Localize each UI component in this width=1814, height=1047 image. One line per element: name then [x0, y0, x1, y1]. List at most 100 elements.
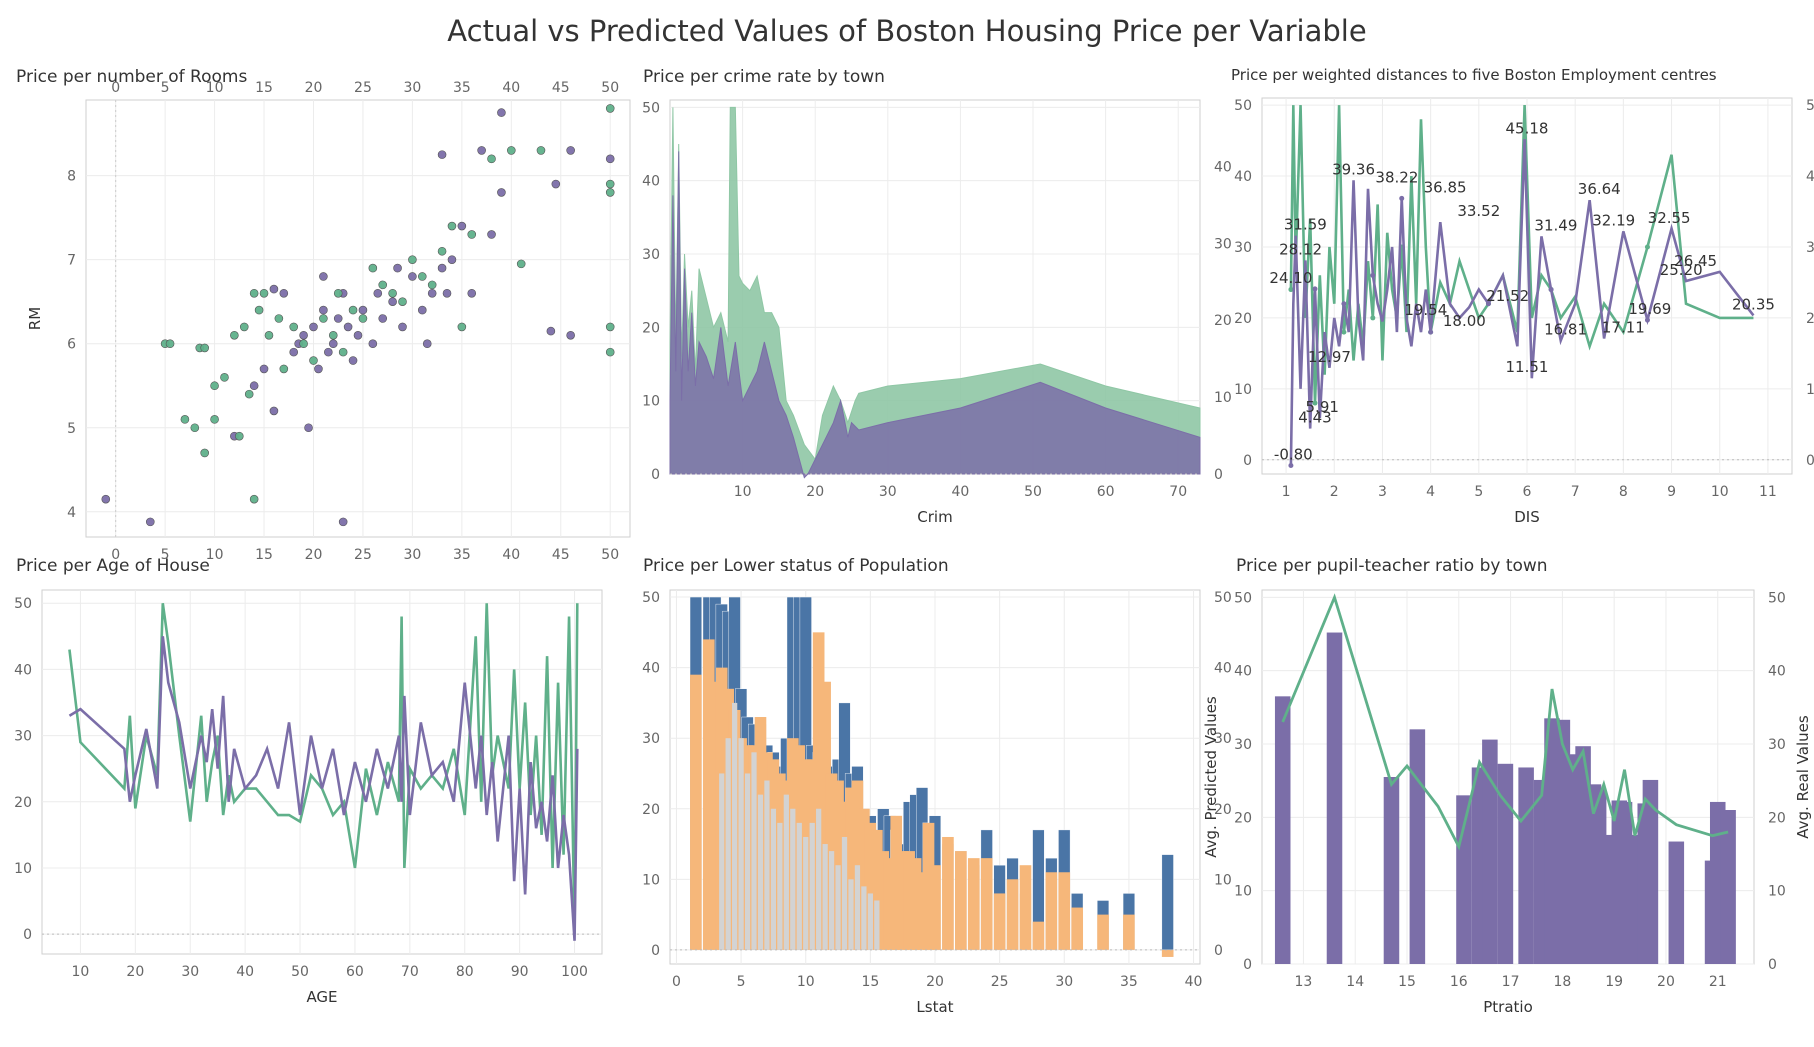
bar-s2: [809, 822, 815, 950]
y-tick-label: 40: [14, 662, 32, 678]
bar-s1: [922, 822, 935, 950]
scatter-point-s1: [348, 305, 358, 315]
bar-s1: [819, 681, 831, 950]
scatter-point-s1: [487, 154, 496, 164]
bar-s1: [812, 632, 825, 950]
scatter-point-s1: [507, 146, 516, 155]
scatter-point-s0: [353, 331, 363, 340]
x-tick-label: 30: [403, 547, 421, 563]
scatter-point-s1: [289, 322, 299, 332]
scatter-point-s0: [314, 364, 323, 374]
bar-s2: [757, 794, 764, 950]
line-point-s1: [1341, 301, 1347, 307]
scatter-point-s0: [398, 322, 407, 332]
x-tick-label: 50: [291, 964, 309, 980]
data-label: -0.80: [1274, 445, 1313, 463]
scatter-point-s1: [437, 246, 447, 256]
line-point-s1: [1370, 272, 1376, 278]
scatter-point-s0: [269, 406, 279, 416]
y-tick-label: 50: [642, 100, 660, 116]
bar-s2: [777, 822, 783, 950]
bar-s1: [1058, 872, 1071, 950]
scatter-point-s0: [338, 517, 348, 527]
y-right-tick-label: 20: [1214, 802, 1232, 818]
bar-s1: [896, 851, 909, 950]
data-label: 4.43: [1298, 408, 1331, 426]
scatter-point-s0: [497, 108, 506, 117]
bar-s1: [1071, 907, 1084, 950]
x-tick-label: 3: [1378, 484, 1387, 500]
y-tick-label: 10: [14, 861, 32, 877]
scatter-point-s0: [259, 364, 269, 374]
x-tick-label: 40: [502, 547, 520, 563]
x-tick-label: 5: [1474, 484, 1483, 500]
x-top-tick-label: 45: [552, 80, 570, 96]
scatter-point-s0: [101, 494, 111, 504]
x-tick-label: 14: [1346, 974, 1364, 990]
y-tick-label: 20: [642, 320, 660, 336]
bar-s2: [816, 808, 822, 950]
bar-predicted: [1497, 763, 1514, 964]
bar-predicted: [1383, 777, 1400, 964]
y-tick-label: 5: [67, 421, 76, 437]
scatter-point-s0: [388, 297, 397, 306]
scatter-point-s0: [437, 150, 447, 159]
scatter-point-s0: [408, 272, 417, 281]
data-label: 36.64: [1578, 180, 1621, 198]
scatter-point-s1: [254, 305, 264, 315]
x-tick-label: 25: [354, 547, 372, 563]
bar-s1: [967, 858, 980, 950]
bar-s2: [744, 773, 751, 950]
y-right-tick-label: 20: [1214, 313, 1232, 329]
x-tick-label: 2: [1330, 484, 1339, 500]
y-tick-label: 40: [642, 174, 660, 190]
x-axis-label: AGE: [306, 988, 337, 1006]
age-chart-title: Price per Age of House: [16, 556, 210, 576]
scatter-point-s0: [289, 347, 299, 357]
scatter-point-s0: [368, 339, 378, 349]
y-tick-label: 30: [642, 731, 660, 747]
bar-s1: [993, 893, 1006, 950]
scatter-point-s1: [279, 364, 289, 374]
scatter-point-s1: [200, 343, 209, 353]
y-right-tick-label: 0: [1768, 957, 1777, 973]
x-tick-label: 90: [511, 964, 529, 980]
x-top-tick-label: 30: [403, 80, 421, 96]
y-tick-label: 20: [642, 802, 660, 818]
y-tick-label: 10: [1234, 884, 1252, 900]
scatter-point-s1: [210, 381, 219, 391]
data-label: 16.81: [1544, 321, 1587, 339]
plot-frame-3: [41, 589, 603, 955]
bar-s2: [719, 773, 725, 950]
y-tick-label: 0: [651, 467, 660, 483]
scatter-point-s1: [249, 288, 259, 298]
scatter-point-s1: [378, 280, 388, 290]
data-label: 11.51: [1506, 358, 1549, 376]
x-tick-label: 25: [991, 974, 1009, 990]
bar-s2: [783, 794, 789, 950]
data-label: 19.54: [1404, 301, 1447, 319]
scatter-point-s1: [516, 259, 526, 269]
x-tick-label: 50: [601, 547, 619, 563]
scatter-point-s0: [437, 263, 447, 273]
data-label: 19.69: [1628, 300, 1671, 318]
scatter-point-s0: [145, 517, 155, 527]
y-tick-label: 0: [651, 943, 660, 959]
y-right-tick-label: 40: [1768, 664, 1786, 680]
bar-predicted: [1518, 767, 1534, 964]
y-tick-label: 30: [1234, 240, 1252, 256]
x-tick-label: 11: [1759, 484, 1777, 500]
x-tick-label: 8: [1619, 484, 1628, 500]
scatter-point-s0: [309, 322, 318, 332]
data-label: 12.97: [1308, 348, 1351, 366]
x-tick-label: 15: [255, 547, 273, 563]
y-right-tick-label: 40: [1214, 159, 1232, 175]
bar-s2: [822, 844, 828, 950]
y-right-tick-label: 30: [1768, 737, 1786, 753]
bar-predicted: [1668, 841, 1685, 964]
crime-chart-title: Price per crime rate by town: [643, 67, 885, 87]
scatter-point-s1: [408, 255, 417, 264]
bar-s1: [709, 681, 722, 950]
x-tick-label: 5: [737, 974, 746, 990]
x-tick-label: 16: [1450, 974, 1468, 990]
